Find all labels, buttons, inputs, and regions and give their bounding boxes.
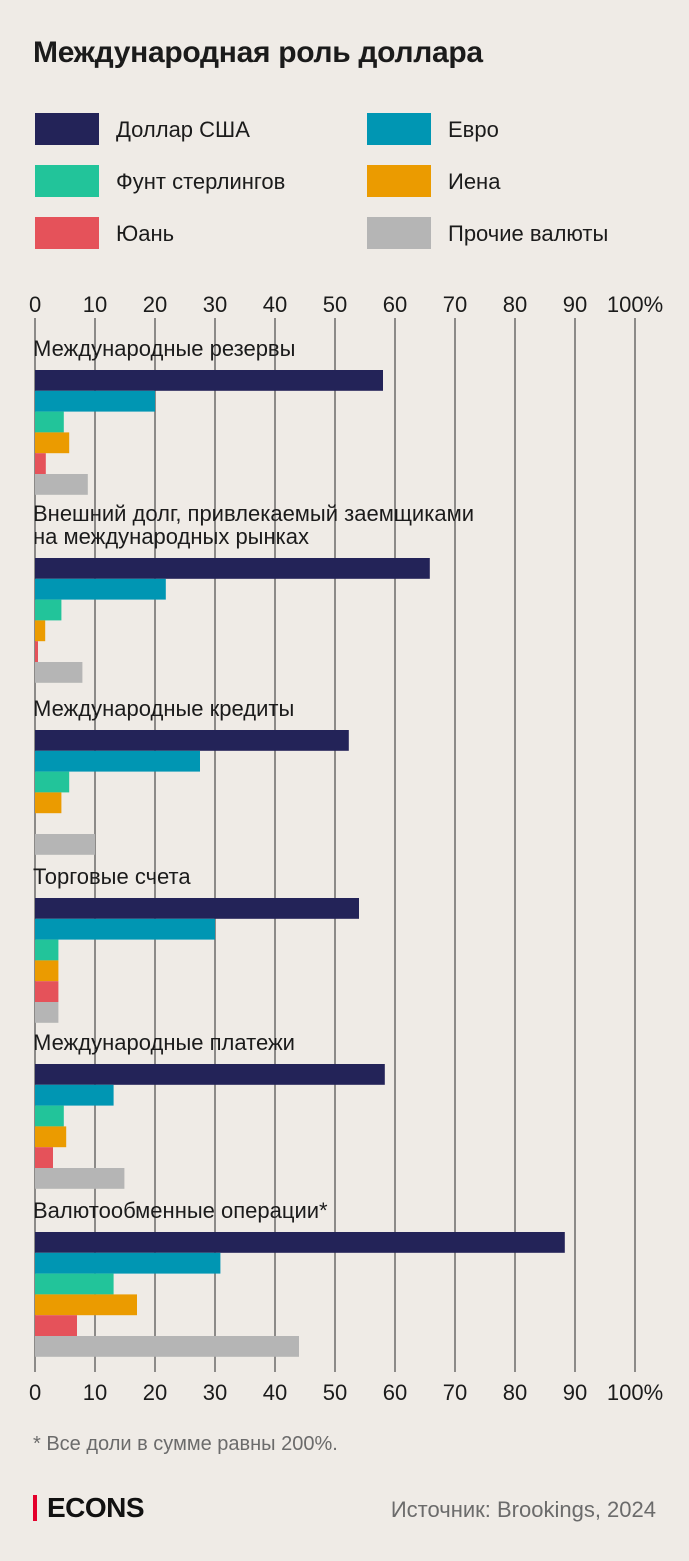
bar-3-jpy bbox=[35, 960, 59, 982]
chart-title: Международная роль доллара bbox=[33, 36, 483, 69]
tick-label-top-1: 10 bbox=[83, 292, 107, 317]
bar-3-gbp bbox=[35, 939, 59, 961]
tick-label-bottom-7: 70 bbox=[443, 1380, 467, 1405]
bar-0-gbp bbox=[35, 411, 64, 433]
tick-label-bottom-10: 100% bbox=[607, 1380, 663, 1405]
bar-5-other bbox=[35, 1336, 299, 1357]
tick-label-top-5: 50 bbox=[323, 292, 347, 317]
bar-1-eur bbox=[35, 578, 166, 600]
legend-label-gbp: Фунт стерлингов bbox=[116, 169, 286, 194]
tick-label-top-4: 40 bbox=[263, 292, 287, 317]
bar-4-jpy bbox=[35, 1126, 67, 1148]
legend-label-usd: Доллар США bbox=[116, 117, 250, 142]
legend-label-eur: Евро bbox=[448, 117, 499, 142]
bar-3-usd bbox=[35, 898, 359, 919]
tick-label-bottom-9: 90 bbox=[563, 1380, 587, 1405]
bar-2-jpy bbox=[35, 792, 62, 814]
bar-1-gbp bbox=[35, 599, 62, 621]
legend-label-cny: Юань bbox=[116, 221, 175, 246]
bar-1-jpy bbox=[35, 620, 46, 642]
tick-label-bottom-4: 40 bbox=[263, 1380, 287, 1405]
bar-0-cny bbox=[35, 453, 46, 474]
footnote: * Все доли в сумме равны 200%. bbox=[33, 1433, 338, 1455]
group-label-1-1: на международных рынках bbox=[33, 524, 309, 549]
legend-swatch-cny bbox=[35, 217, 99, 249]
legend-swatch-jpy bbox=[367, 165, 431, 197]
brand-bar bbox=[33, 1495, 37, 1521]
bar-3-cny bbox=[35, 981, 59, 1002]
group-label-4-0: Международные платежи bbox=[33, 1030, 295, 1055]
bar-1-usd bbox=[35, 558, 430, 579]
tick-label-top-10: 100% bbox=[607, 292, 663, 317]
tick-label-top-8: 80 bbox=[503, 292, 527, 317]
tick-label-bottom-5: 50 bbox=[323, 1380, 347, 1405]
bar-2-usd bbox=[35, 730, 349, 751]
bar-0-other bbox=[35, 474, 88, 495]
tick-label-bottom-8: 80 bbox=[503, 1380, 527, 1405]
tick-label-top-9: 90 bbox=[563, 292, 587, 317]
tick-label-bottom-6: 60 bbox=[383, 1380, 407, 1405]
legend-swatch-usd bbox=[35, 113, 99, 145]
bar-4-cny bbox=[35, 1147, 53, 1168]
legend-swatch-eur bbox=[367, 113, 431, 145]
bar-1-other bbox=[35, 662, 83, 683]
tick-label-top-3: 30 bbox=[203, 292, 227, 317]
bar-5-usd bbox=[35, 1232, 565, 1253]
group-label-5-0: Валютообменные операции* bbox=[33, 1198, 328, 1223]
tick-label-bottom-1: 10 bbox=[83, 1380, 107, 1405]
tick-label-bottom-2: 20 bbox=[143, 1380, 167, 1405]
bar-5-eur bbox=[35, 1252, 221, 1274]
bar-2-other bbox=[35, 834, 95, 855]
source-note: Источник: Brookings, 2024 bbox=[390, 1497, 656, 1522]
brand-name: ECONS bbox=[47, 1492, 145, 1523]
legend-label-jpy: Иена bbox=[448, 169, 501, 194]
bar-2-eur bbox=[35, 750, 200, 772]
legend-swatch-other bbox=[367, 217, 431, 249]
bar-4-eur bbox=[35, 1084, 114, 1106]
bar-0-eur bbox=[35, 390, 155, 412]
group-label-1-0: Внешний долг, привлекаемый заемщиками bbox=[33, 501, 474, 526]
bar-4-usd bbox=[35, 1064, 385, 1085]
group-label-2-0: Международные кредиты bbox=[33, 696, 294, 721]
legend-label-other: Прочие валюты bbox=[448, 221, 609, 246]
bar-3-eur bbox=[35, 918, 215, 940]
tick-label-top-6: 60 bbox=[383, 292, 407, 317]
tick-label-top-0: 0 bbox=[29, 292, 41, 317]
bar-5-jpy bbox=[35, 1294, 137, 1316]
bar-0-usd bbox=[35, 370, 383, 391]
bar-5-cny bbox=[35, 1315, 77, 1336]
bar-4-other bbox=[35, 1168, 125, 1189]
bar-3-other bbox=[35, 1002, 59, 1023]
bar-1-cny bbox=[35, 641, 38, 662]
bar-5-gbp bbox=[35, 1273, 114, 1295]
bar-0-jpy bbox=[35, 432, 70, 454]
bar-2-gbp bbox=[35, 771, 70, 793]
tick-label-bottom-3: 30 bbox=[203, 1380, 227, 1405]
bar-4-gbp bbox=[35, 1105, 64, 1127]
tick-label-top-7: 70 bbox=[443, 292, 467, 317]
group-label-0-0: Международные резервы bbox=[33, 336, 295, 361]
tick-label-top-2: 20 bbox=[143, 292, 167, 317]
tick-label-bottom-0: 0 bbox=[29, 1380, 41, 1405]
legend-swatch-gbp bbox=[35, 165, 99, 197]
group-label-3-0: Торговые счета bbox=[33, 864, 191, 889]
